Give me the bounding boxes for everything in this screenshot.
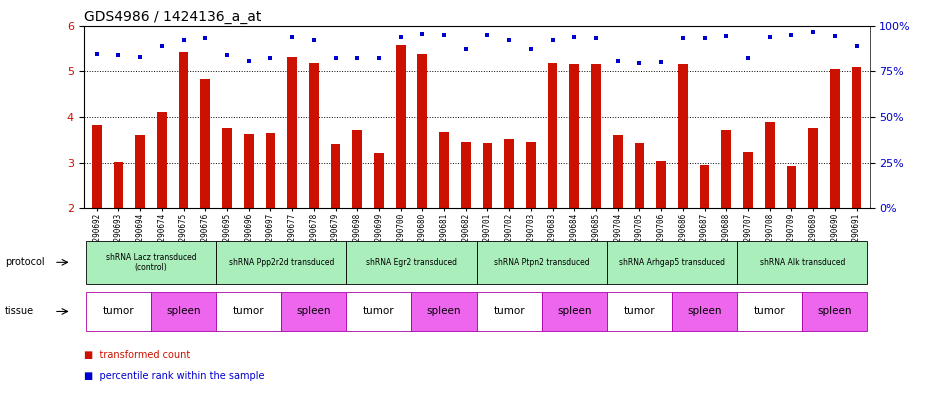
Bar: [92, 125, 101, 208]
Bar: [151, 292, 216, 331]
Bar: [787, 166, 796, 208]
Bar: [216, 292, 281, 331]
Bar: [461, 141, 471, 208]
Bar: [157, 112, 166, 208]
Bar: [672, 292, 737, 331]
Bar: [476, 292, 542, 331]
Bar: [607, 292, 672, 331]
Text: shRNA Arhgap5 transduced: shRNA Arhgap5 transduced: [619, 258, 725, 267]
Bar: [439, 132, 449, 208]
Text: spleen: spleen: [297, 307, 331, 316]
Bar: [244, 134, 254, 208]
Bar: [86, 241, 216, 284]
Bar: [476, 241, 607, 284]
Bar: [216, 241, 346, 284]
Bar: [352, 130, 362, 208]
Text: tumor: tumor: [102, 307, 134, 316]
Bar: [265, 133, 275, 208]
Bar: [346, 241, 476, 284]
Bar: [504, 139, 514, 208]
Bar: [113, 162, 124, 208]
Bar: [418, 54, 427, 208]
Bar: [331, 144, 340, 208]
Text: ■  percentile rank within the sample: ■ percentile rank within the sample: [84, 371, 264, 381]
Text: spleen: spleen: [166, 307, 201, 316]
Text: tumor: tumor: [624, 307, 656, 316]
Bar: [483, 143, 492, 208]
Text: tumor: tumor: [232, 307, 264, 316]
Bar: [309, 63, 319, 208]
Text: tumor: tumor: [494, 307, 525, 316]
Bar: [86, 292, 151, 331]
Bar: [678, 64, 688, 208]
Bar: [569, 64, 579, 208]
Text: shRNA Alk transduced: shRNA Alk transduced: [760, 258, 845, 267]
Bar: [542, 292, 607, 331]
Bar: [374, 152, 384, 208]
Text: GDS4986 / 1424136_a_at: GDS4986 / 1424136_a_at: [84, 10, 261, 24]
Bar: [722, 130, 731, 208]
Bar: [830, 69, 840, 208]
Bar: [346, 292, 411, 331]
Bar: [743, 152, 753, 208]
Bar: [281, 292, 346, 331]
Text: spleen: spleen: [557, 307, 591, 316]
Bar: [287, 57, 297, 208]
Text: shRNA Egr2 transduced: shRNA Egr2 transduced: [366, 258, 457, 267]
Bar: [613, 135, 622, 208]
Bar: [591, 64, 601, 208]
Text: shRNA Lacz transduced
(control): shRNA Lacz transduced (control): [106, 253, 196, 272]
Bar: [764, 122, 775, 208]
Text: tumor: tumor: [363, 307, 394, 316]
Bar: [179, 52, 189, 208]
Bar: [411, 292, 476, 331]
Bar: [737, 241, 868, 284]
Bar: [526, 142, 536, 208]
Bar: [222, 129, 232, 208]
Bar: [803, 292, 868, 331]
Text: shRNA Ppp2r2d transduced: shRNA Ppp2r2d transduced: [229, 258, 334, 267]
Bar: [607, 241, 737, 284]
Text: spleen: spleen: [687, 307, 722, 316]
Bar: [396, 45, 405, 208]
Bar: [657, 161, 666, 208]
Text: tissue: tissue: [5, 307, 33, 316]
Bar: [548, 63, 557, 208]
Text: protocol: protocol: [5, 257, 45, 267]
Bar: [737, 292, 803, 331]
Text: spleen: spleen: [427, 307, 461, 316]
Bar: [200, 79, 210, 208]
Bar: [634, 143, 644, 208]
Bar: [699, 165, 710, 208]
Text: ■  transformed count: ■ transformed count: [84, 350, 190, 360]
Text: shRNA Ptpn2 transduced: shRNA Ptpn2 transduced: [494, 258, 590, 267]
Bar: [852, 67, 861, 208]
Bar: [808, 129, 818, 208]
Bar: [135, 135, 145, 208]
Text: spleen: spleen: [817, 307, 852, 316]
Text: tumor: tumor: [754, 307, 786, 316]
